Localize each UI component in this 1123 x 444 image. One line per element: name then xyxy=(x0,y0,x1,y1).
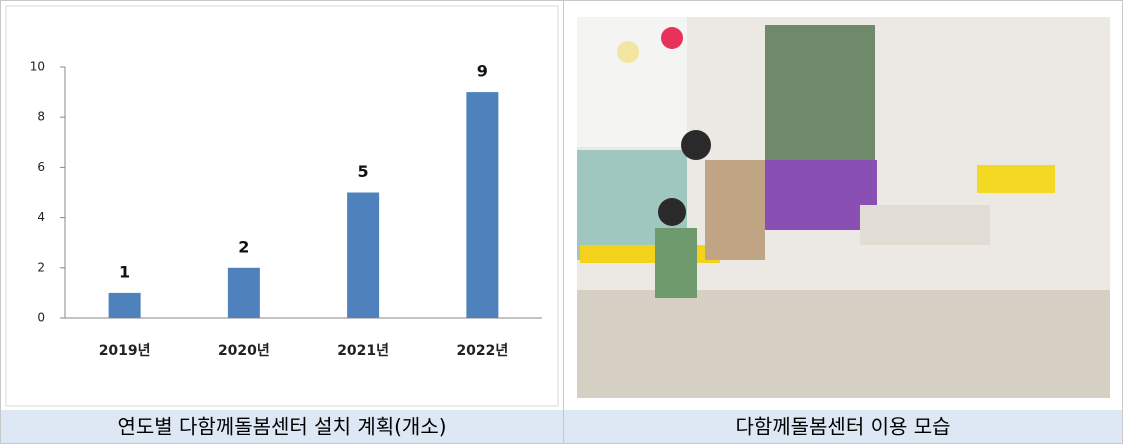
person-head xyxy=(681,130,711,160)
y-tick-label: 8 xyxy=(37,110,45,124)
counter xyxy=(977,165,1055,193)
window xyxy=(765,25,875,165)
data-label: 5 xyxy=(358,162,369,181)
person-body xyxy=(705,160,765,260)
chart-caption: 연도별 다함께돌봄센터 설치 계획(개소) xyxy=(117,415,446,439)
y-tick-label: 2 xyxy=(37,260,45,274)
y-tick-label: 10 xyxy=(30,60,45,74)
x-tick-label: 2022년 xyxy=(456,343,508,359)
data-label: 9 xyxy=(477,62,488,81)
photo-caption: 다함께돌봄센터 이용 모습 xyxy=(735,415,950,439)
y-tick-label: 0 xyxy=(37,311,45,325)
chart-panel xyxy=(5,5,559,407)
decoration xyxy=(661,27,683,49)
x-tick-label: 2019년 xyxy=(99,343,151,359)
table xyxy=(860,205,990,245)
x-tick-label: 2021년 xyxy=(337,343,389,359)
bar xyxy=(108,292,141,318)
caption-row xyxy=(1,410,1122,443)
decoration xyxy=(617,41,639,63)
floor xyxy=(577,290,1110,398)
photo xyxy=(577,17,1110,398)
data-label: 1 xyxy=(119,262,130,281)
bar xyxy=(347,192,380,318)
x-tick-label: 2020년 xyxy=(218,343,270,359)
y-tick-label: 4 xyxy=(37,210,45,224)
bar xyxy=(466,92,499,318)
child-head xyxy=(658,198,686,226)
data-label: 2 xyxy=(238,237,249,256)
child-body xyxy=(655,228,697,298)
purple-bench xyxy=(765,160,877,230)
bar xyxy=(227,267,260,318)
yellow-table xyxy=(580,245,720,263)
y-tick-label: 6 xyxy=(37,160,45,174)
